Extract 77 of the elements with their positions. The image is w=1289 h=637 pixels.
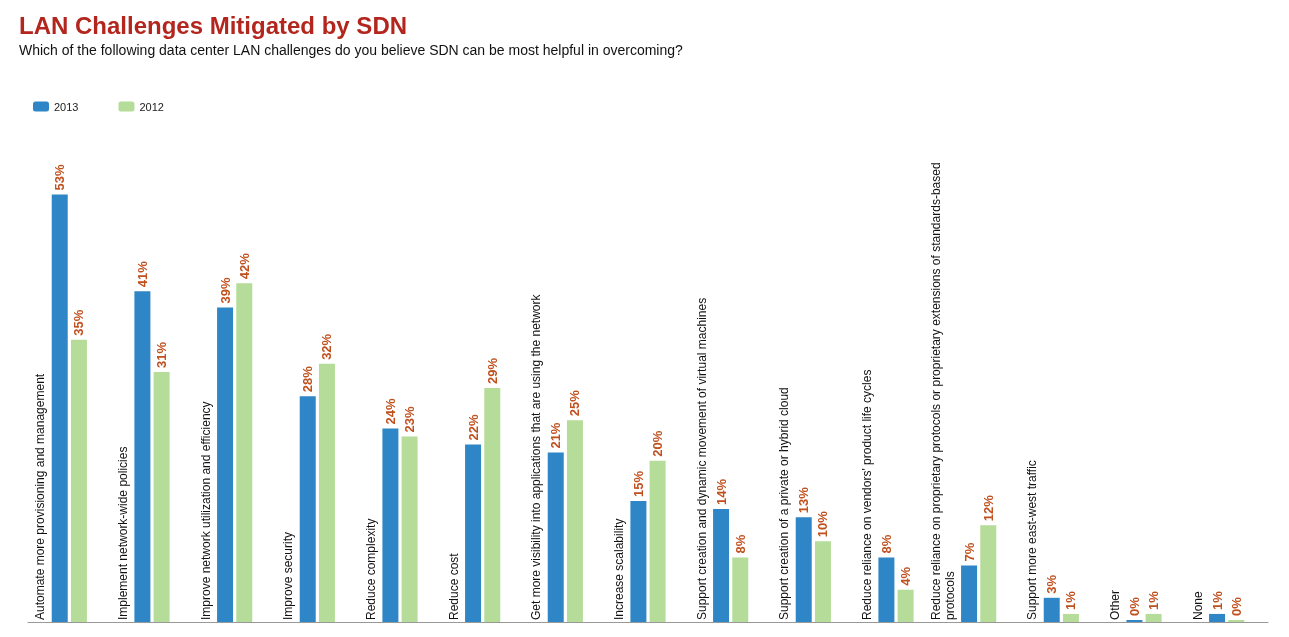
bar [630,501,647,622]
bar [70,339,87,622]
data-label: 15% [630,470,646,497]
data-label: 8% [878,534,894,554]
data-label: 12% [980,494,996,522]
data-label: 29% [484,357,500,385]
bar [217,307,234,622]
bar [153,371,170,622]
x-tick-label: Support creation of a private or hybrid cloud [777,387,792,620]
bar [1145,613,1162,622]
data-label: 53% [52,164,68,191]
bar [649,460,666,622]
bar [547,452,564,622]
data-label: 3% [1044,574,1060,594]
data-label: 13% [796,486,812,514]
bar [1043,597,1060,622]
bar [401,436,418,622]
data-label: 23% [402,406,418,433]
data-label: 21% [548,422,564,449]
data-label: 8% [732,534,748,554]
data-label: 10% [815,510,831,538]
bar [814,541,831,622]
x-tick-label: Other [1108,589,1122,620]
data-label: 42% [236,252,252,280]
data-label: 32% [319,333,335,360]
data-label: 14% [713,478,729,506]
x-tick-label: Improve security [281,531,296,620]
x-tick-label: Increase scalability [612,518,626,620]
bar [566,420,583,622]
x-tick-label: Improve network utilization and efficiency [198,401,213,620]
data-label: 0% [1126,596,1142,616]
x-tick-label: Get more visibility into applications that are using the network [529,293,544,620]
data-label: 31% [154,341,170,368]
data-label: 7% [961,542,977,562]
bar [1209,613,1226,622]
data-label: 39% [217,276,233,304]
x-tick-label: Reduce complexity [364,518,378,620]
x-tick-label: Support creation and dynamic movement of virtual machines [694,297,709,620]
data-label: 24% [382,397,398,425]
bar [484,388,501,622]
bar [236,283,253,622]
bar [713,509,730,622]
legend-label: 2012 [139,100,164,113]
data-label: 41% [134,260,150,288]
data-label: 22% [465,414,481,441]
data-label: 20% [650,430,666,457]
x-tick-label: Support more east-west traffic [1025,460,1040,620]
x-tick-label: Implement network-wide policies [116,446,130,620]
bar [465,444,482,622]
data-label: 35% [71,309,87,336]
x-tick-label: Reduce reliance on vendors' product life cycles [860,369,874,620]
bar [980,525,997,622]
bar [897,589,914,622]
data-label: 1% [1209,590,1225,610]
bar [382,428,399,622]
data-label: 1% [1146,590,1162,610]
bar [299,396,316,622]
bar [732,557,749,622]
data-label: 4% [898,566,914,586]
bar [1062,613,1079,622]
x-tick-label: None [1190,590,1205,620]
x-tick-label: Automate more provisioning and management [33,373,48,620]
chart-subtitle: Which of the following data center LAN challenges do you believe SDN can be most helpful in overcoming? [19,42,684,58]
x-tick-label: Reduce reliance on proprietary protocols or proprietary extensions of standards-based protocols [928,159,957,620]
data-label: 1% [1063,590,1079,610]
bar [134,291,151,622]
bar [795,517,812,622]
x-tick-label: Reduce cost [446,552,461,620]
data-label: 28% [300,365,316,393]
bar [878,557,895,622]
bar [961,565,978,622]
legend-label: 2013 [54,100,79,113]
data-label: 25% [567,389,583,417]
bar [318,363,335,622]
bar [51,194,68,622]
chart-title: LAN Challenges Mitigated by SDN [19,11,408,39]
data-label: 0% [1228,596,1244,616]
